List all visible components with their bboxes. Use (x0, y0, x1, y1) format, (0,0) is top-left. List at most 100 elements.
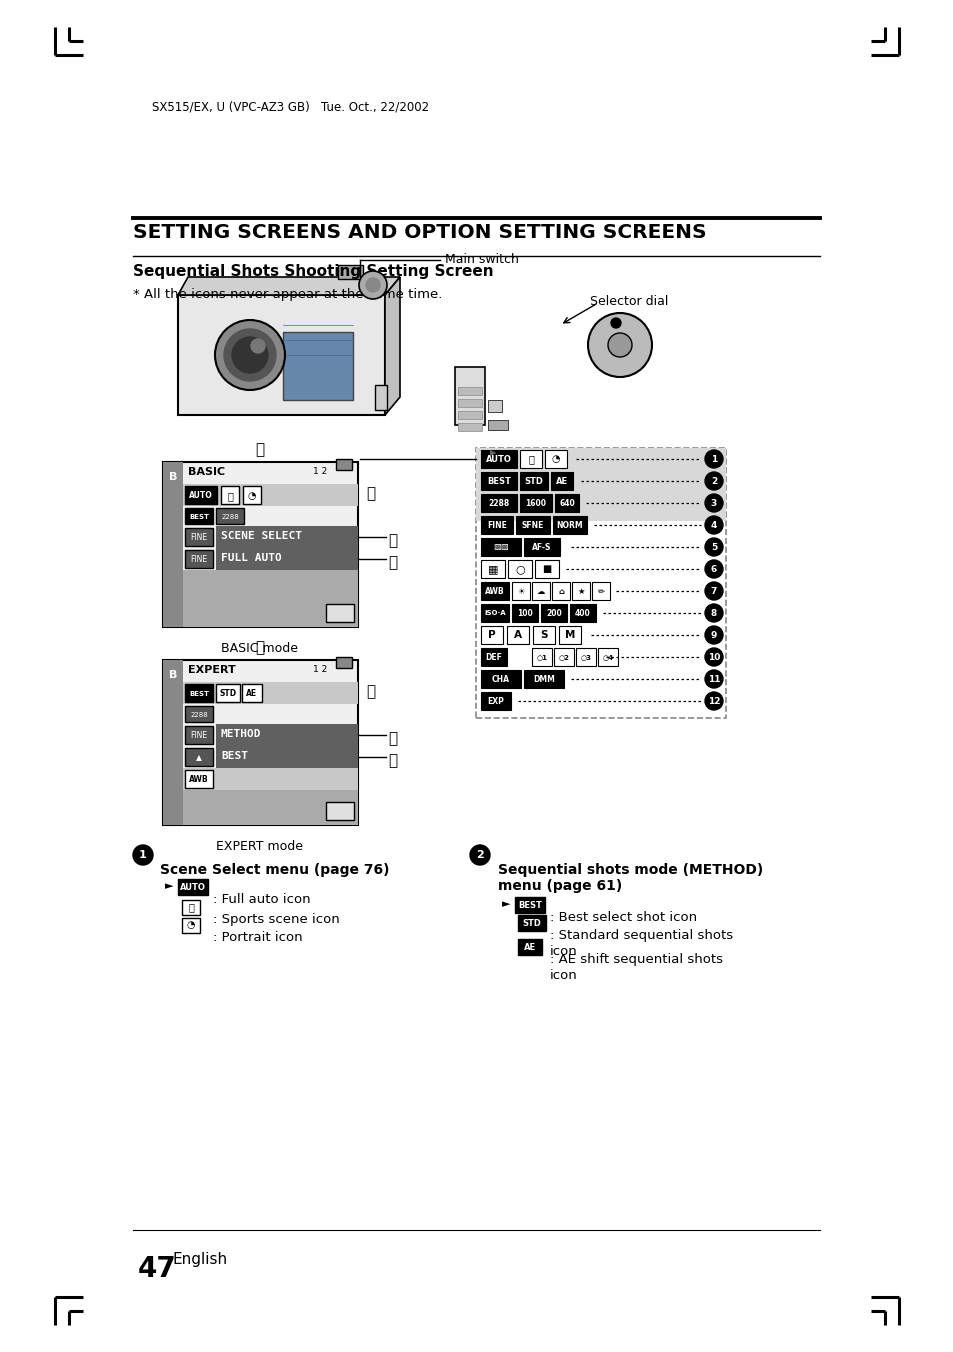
Bar (183, 790, 357, 825)
Bar (532, 648, 552, 667)
Bar (552, 581, 569, 600)
Bar (215, 684, 240, 702)
Text: BEST: BEST (487, 476, 511, 485)
Text: SCENE SELECT: SCENE SELECT (221, 531, 302, 541)
Bar (183, 484, 357, 506)
Text: : Portrait icon: : Portrait icon (213, 932, 302, 944)
Text: ISO·A: ISO·A (484, 610, 505, 617)
Text: 12: 12 (707, 696, 720, 706)
Text: 8: 8 (710, 608, 717, 618)
Circle shape (704, 604, 722, 622)
Bar (221, 485, 239, 504)
Text: 11: 11 (707, 675, 720, 684)
Bar (183, 681, 357, 704)
Text: : AE shift sequential shots: : AE shift sequential shots (550, 953, 722, 965)
Bar (163, 462, 357, 627)
Text: AE: AE (556, 476, 567, 485)
Bar (326, 604, 354, 622)
Text: AE: AE (246, 690, 257, 699)
Bar (555, 493, 578, 512)
Text: BASIC: BASIC (188, 466, 225, 477)
Bar (592, 581, 609, 600)
Text: ☀: ☀ (517, 587, 524, 595)
Circle shape (704, 516, 722, 534)
Text: : Best select shot icon: : Best select shot icon (550, 911, 697, 923)
Bar (182, 918, 200, 933)
Text: Ⓖ: Ⓖ (255, 639, 264, 654)
Bar (480, 692, 511, 710)
Text: AUTO: AUTO (189, 492, 213, 500)
Text: Main switch: Main switch (444, 253, 518, 266)
Bar (178, 295, 385, 415)
Bar (215, 725, 357, 746)
Bar (523, 538, 559, 556)
Text: * All the icons never appear at the same time.: * All the icons never appear at the same… (132, 288, 442, 301)
Bar (183, 768, 357, 790)
Bar (457, 399, 481, 407)
Text: AWB: AWB (189, 776, 209, 784)
Text: 1: 1 (710, 454, 717, 464)
Text: ⚽: ⚽ (528, 454, 534, 464)
Text: ⚽: ⚽ (188, 902, 193, 913)
Bar (185, 684, 213, 702)
Text: Ⓗ: Ⓗ (366, 684, 375, 699)
Bar (535, 560, 558, 579)
Text: ▲: ▲ (196, 753, 202, 763)
Text: ▧▧: ▧▧ (493, 542, 508, 552)
Bar (553, 516, 586, 534)
Text: : Full auto icon: : Full auto icon (213, 894, 311, 906)
Bar (507, 560, 532, 579)
Polygon shape (385, 277, 399, 415)
Bar (480, 648, 506, 667)
Text: 9: 9 (710, 630, 717, 639)
Text: DMM: DMM (533, 675, 555, 684)
Text: : Sports scene icon: : Sports scene icon (213, 913, 339, 926)
Text: ▶: ▶ (490, 448, 496, 457)
Bar (215, 526, 357, 548)
Bar (455, 366, 484, 425)
Bar (516, 516, 550, 534)
Text: 2288: 2288 (488, 499, 509, 507)
Circle shape (232, 337, 268, 373)
Bar (523, 671, 563, 688)
Text: EXP: EXP (487, 696, 504, 706)
Bar (185, 748, 213, 767)
Text: BEST: BEST (189, 691, 209, 698)
Text: Ⓘ: Ⓘ (388, 731, 396, 746)
Text: Ⓗ: Ⓗ (366, 485, 375, 502)
Text: 2288: 2288 (221, 514, 238, 521)
Bar (182, 900, 200, 915)
Bar (476, 448, 725, 521)
Text: BEST: BEST (517, 900, 541, 910)
Circle shape (704, 692, 722, 710)
Circle shape (366, 279, 379, 292)
Bar (375, 385, 387, 410)
Bar (512, 581, 530, 600)
Text: 1 2: 1 2 (313, 665, 327, 675)
Bar (532, 581, 550, 600)
Bar (480, 450, 517, 468)
Text: BEST: BEST (221, 750, 248, 761)
Bar (457, 387, 481, 395)
Bar (326, 802, 354, 821)
Bar (551, 472, 573, 489)
Text: Ⓙ: Ⓙ (388, 753, 396, 768)
Text: 1: 1 (139, 850, 147, 860)
Circle shape (610, 318, 620, 329)
Bar (163, 660, 183, 825)
Text: ★: ★ (577, 587, 584, 595)
Bar (519, 493, 552, 512)
Text: STD: STD (522, 918, 541, 927)
Bar (540, 604, 566, 622)
Bar (215, 548, 357, 571)
Text: EXPERT mode: EXPERT mode (216, 840, 303, 853)
Bar (480, 472, 517, 489)
Text: FINE: FINE (191, 534, 208, 542)
Text: S: S (539, 630, 547, 639)
Text: BASIC mode: BASIC mode (221, 642, 298, 654)
Bar (480, 581, 509, 600)
Bar (185, 771, 213, 788)
Text: ○: ○ (515, 564, 524, 575)
Text: SX515/EX, U (VPC-AZ3 GB)   Tue. Oct., 22/2002: SX515/EX, U (VPC-AZ3 GB) Tue. Oct., 22/2… (152, 100, 429, 114)
Bar (163, 462, 183, 627)
